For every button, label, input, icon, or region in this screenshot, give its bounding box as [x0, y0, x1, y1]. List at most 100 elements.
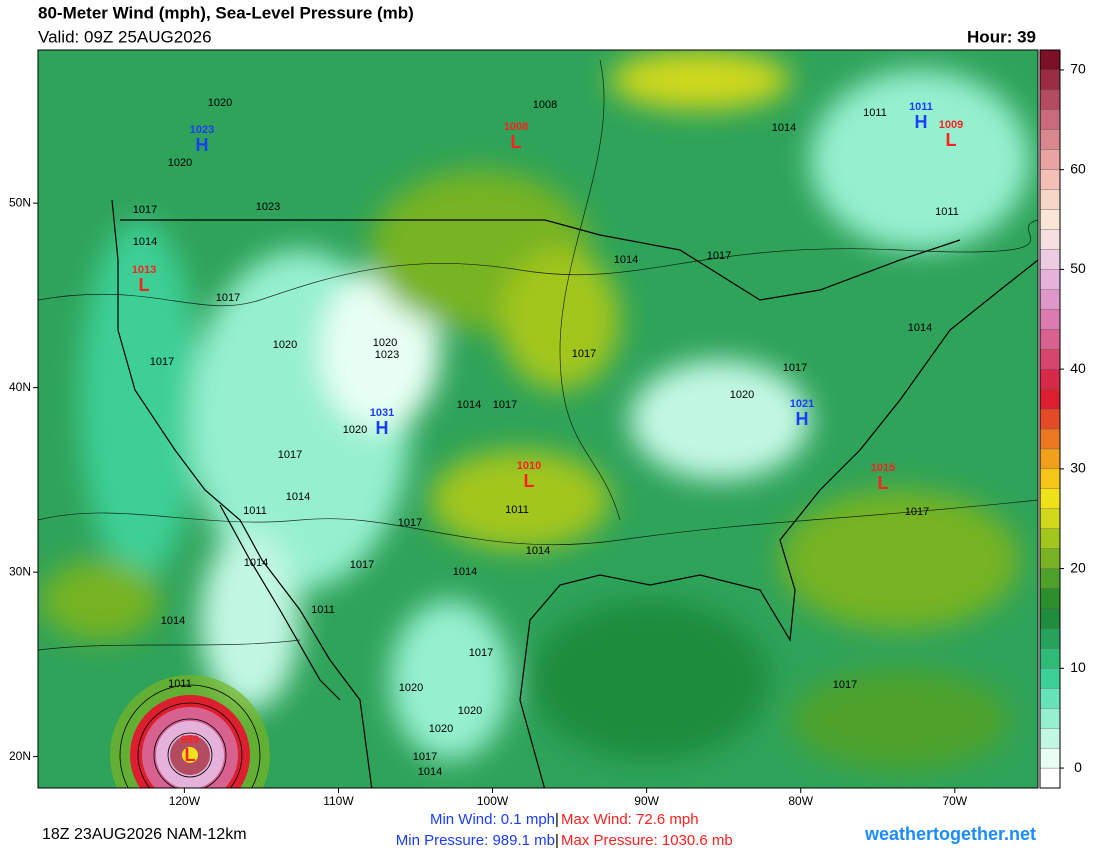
isobar-label: 1017 [150, 356, 174, 368]
center-pressure: 1015 [871, 462, 895, 474]
isobar-label: 1011 [168, 678, 192, 690]
colorbar-cell [1039, 189, 1061, 210]
isobar-label: 1017 [350, 559, 374, 571]
hurricane [110, 675, 270, 788]
isobar-label: 1014 [453, 566, 477, 578]
colorbar-frame [1039, 49, 1061, 789]
center-pressure: 1008 [504, 121, 528, 133]
isobar-label: 1017 [905, 506, 929, 518]
isobar-label: 1017 [133, 204, 157, 216]
isobar-label: 1011 [863, 107, 887, 119]
colorbar-cell [1039, 648, 1061, 669]
colorbar-cell [1039, 209, 1061, 230]
colorbar-cell [1039, 349, 1061, 370]
isobar-label: 1014 [133, 236, 157, 248]
center-kind: H [196, 135, 209, 155]
center-pressure: 1031 [370, 407, 394, 419]
center-kind: L [946, 130, 957, 150]
isobar-label: 1014 [418, 766, 442, 778]
colorbar-cell [1039, 568, 1061, 589]
center-kind: L [524, 471, 535, 491]
isobar-label: 1008 [533, 99, 557, 111]
y-tick-label: 50N [9, 195, 31, 209]
colorbar-cell [1039, 309, 1061, 330]
colorbar-cell [1039, 129, 1061, 150]
isobar-label: 1011 [243, 505, 267, 517]
isobar-label: 1020 [208, 97, 232, 109]
min-wind: Min Wind: 0.1 mph [430, 811, 555, 828]
isobar-label: 1020 [343, 424, 367, 436]
isobar-label: 1020 [273, 339, 297, 351]
isobar-label: 1020 [429, 723, 453, 735]
colorbar-cell [1039, 149, 1061, 170]
map-axes: 120W 110W 100W 90W 80W 70W 50N 40N 30N 20N [9, 195, 968, 808]
max-pressure: Max Pressure: 1030.6 mb [561, 832, 733, 849]
x-tick-label: 80W [788, 794, 813, 808]
isobar-label: 1017 [216, 292, 240, 304]
separator: | [555, 832, 559, 849]
isobar-label: 1014 [457, 399, 481, 411]
coastlines [111, 199, 1038, 788]
colorbar-cell [1039, 448, 1061, 470]
x-tick-label: 70W [942, 794, 967, 808]
colorbar: 0 10 20 30 40 50 60 70 [1039, 49, 1086, 789]
isobar-label: 1011 [311, 604, 335, 616]
isobar-label: 1014 [244, 557, 268, 569]
isobar-label: 1014 [161, 615, 185, 627]
isobar-label: 1017 [783, 362, 807, 374]
x-tick-label: 100W [477, 794, 509, 808]
valid-time: Valid: 09Z 25AUG2026 [38, 27, 212, 46]
site-credit: weathertogether.net [864, 824, 1036, 844]
colorbar-cell [1039, 708, 1061, 729]
center-kind: L [139, 275, 150, 295]
isobar-label: 1011 [935, 206, 959, 218]
colorbar-cell [1039, 528, 1061, 549]
max-wind: Max Wind: 72.6 mph [561, 811, 699, 828]
center-kind: L [185, 745, 196, 765]
title: 80-Meter Wind (mph), Sea-Level Pressure … [38, 3, 414, 22]
colorbar-cell [1039, 69, 1061, 91]
center-kind: H [376, 418, 389, 438]
colorbar-cell [1039, 588, 1061, 609]
isobar-label: 1020 [373, 337, 397, 349]
center-pressure: 1009 [939, 119, 963, 131]
colorbar-tick-label: 0 [1074, 759, 1082, 775]
isobar-label: 1017 [469, 647, 493, 659]
wind-shading [40, 50, 1030, 770]
isobar-label: 1017 [572, 348, 596, 360]
colorbar-cell [1039, 408, 1061, 430]
center-pressure: 1011 [909, 101, 933, 113]
colorbar-tick-label: 20 [1070, 559, 1086, 575]
colorbar-cell [1039, 608, 1061, 629]
colorbar-cell [1039, 49, 1061, 71]
colorbar-cell [1039, 548, 1061, 569]
y-tick-label: 20N [9, 749, 31, 763]
isobar-label: 1017 [413, 751, 437, 763]
center-pressure: 989 [181, 734, 199, 746]
center-pressure: 1013 [132, 264, 156, 276]
colorbar-cell [1039, 169, 1061, 190]
isobar-label: 1020 [399, 682, 423, 694]
colorbar-cell [1039, 688, 1061, 709]
isobar-label: 1014 [772, 122, 796, 134]
isobar-label: 1020 [730, 389, 754, 401]
colorbar-cell [1039, 229, 1061, 250]
colorbar-tick-label: 60 [1070, 160, 1086, 176]
isobar-label: 1023 [375, 349, 399, 361]
colorbar-cell [1039, 468, 1061, 489]
colorbar-cell [1039, 728, 1061, 749]
isobars [38, 59, 1038, 651]
isobar-label: 1014 [614, 254, 638, 266]
colorbar-cell [1039, 368, 1061, 390]
colorbar-tick-label: 30 [1070, 460, 1086, 476]
colorbar-cell [1039, 89, 1061, 110]
isobar-label: 1014 [526, 545, 550, 557]
center-kind: L [511, 132, 522, 152]
colorbar-cell [1039, 388, 1061, 410]
center-pressure: 1021 [790, 398, 814, 410]
y-tick-label: 30N [9, 564, 31, 578]
isobar-label: 1020 [168, 157, 192, 169]
separator: | [555, 811, 559, 828]
